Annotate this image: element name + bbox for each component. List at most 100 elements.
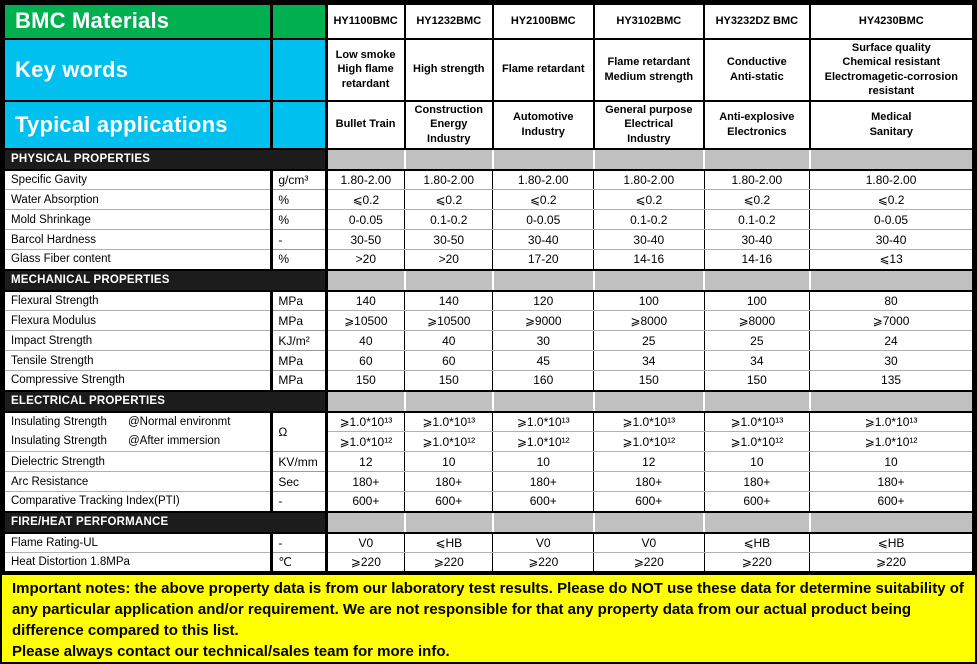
- section-header-fire-heat-performance: FIRE/HEAT PERFORMANCE: [2, 510, 328, 534]
- property-value: 180+: [703, 471, 810, 492]
- property-value: 1.80-2.00: [325, 169, 405, 190]
- property-value: V0: [593, 532, 705, 553]
- property-value: 0.1-0.2: [593, 209, 705, 230]
- property-value: 150: [404, 370, 493, 391]
- property-value: 100: [593, 290, 705, 311]
- section-band-fill: [403, 389, 493, 413]
- property-value: >20: [325, 249, 405, 270]
- material-column-header: HY4230BMC: [808, 2, 975, 40]
- property-value: 1.80-2.00: [809, 169, 975, 190]
- material-applications: Construction Energy Industry: [403, 100, 493, 150]
- property-value: ⩾220: [593, 552, 705, 573]
- section-header-mechanical-properties: MECHANICAL PROPERTIES: [2, 268, 328, 292]
- property-value: 1.80-2.00: [703, 169, 810, 190]
- section-band-fill: [325, 389, 405, 413]
- property-value: ⩽HB: [809, 532, 975, 553]
- property-value: ⩾1.0*10¹²: [325, 431, 405, 452]
- property-value: ⩽0.2: [492, 189, 594, 210]
- property-label: Glass Fiber content: [2, 249, 274, 270]
- property-value: 30-40: [492, 229, 594, 250]
- property-value: ⩾220: [492, 552, 594, 573]
- unit-cell: -: [271, 491, 328, 512]
- section-band-fill: [491, 510, 594, 534]
- material-keywords: High strength: [403, 38, 493, 102]
- property-value: ⩽0.2: [404, 189, 493, 210]
- property-value: 30: [809, 350, 975, 371]
- unit-cell: Ω: [271, 411, 328, 452]
- property-label-text: Dielectric Strength: [11, 455, 105, 468]
- property-value: 150: [703, 370, 810, 391]
- keywords-row-label: Key words: [2, 38, 272, 102]
- unit-cell: ℃: [271, 552, 328, 573]
- property-label: Specific Gavity: [2, 169, 274, 190]
- property-value: 180+: [325, 471, 405, 492]
- property-label-text: Heat Distortion 1.8MPa: [11, 555, 130, 568]
- property-value: 30-50: [325, 229, 405, 250]
- property-value: 160: [492, 370, 594, 391]
- unit-cell: %: [271, 189, 328, 210]
- property-value: ⩾1.0*10¹³: [325, 411, 405, 432]
- property-label-text: Flame Rating-UL: [11, 536, 98, 549]
- property-label-text: Glass Fiber content: [11, 253, 111, 266]
- property-value: 140: [325, 290, 405, 311]
- property-value: 0.1-0.2: [703, 209, 810, 230]
- section-header-electrical-properties: ELECTRICAL PROPERTIES: [2, 389, 328, 413]
- property-label-text: Barcol Hardness: [11, 233, 97, 246]
- property-value: 34: [703, 350, 810, 371]
- property-label-text: Water Absorption: [11, 193, 99, 206]
- material-column-header: HY3232DZ BMC: [703, 2, 810, 40]
- materials-property-table: BMC Materials HY1100BMC HY1232BMC HY2100BMC…: [0, 0, 977, 575]
- property-value: ⩾1.0*10¹³: [703, 411, 810, 432]
- property-value: ⩾10500: [325, 310, 405, 331]
- property-value: ⩾1.0*10¹³: [404, 411, 493, 432]
- property-value: 600+: [492, 491, 594, 512]
- property-value: 180+: [809, 471, 975, 492]
- property-value: 14-16: [703, 249, 810, 270]
- property-value: 180+: [492, 471, 594, 492]
- property-value: 10: [703, 451, 810, 472]
- property-label-text: Tensile Strength: [11, 354, 94, 367]
- section-band-fill: [491, 389, 594, 413]
- property-label-text: Insulating Strength: [11, 435, 107, 448]
- property-value: ⩾1.0*10¹³: [809, 411, 975, 432]
- property-value: ⩾220: [703, 552, 810, 573]
- applications-row-label: Typical applications: [2, 100, 272, 150]
- property-label: Tensile Strength: [2, 350, 274, 371]
- property-value: 12: [593, 451, 705, 472]
- material-applications: Anti-explosive Electronics: [703, 100, 810, 150]
- property-value: ⩾220: [325, 552, 405, 573]
- property-label: Impact Strength: [2, 330, 274, 351]
- property-label-text: Mold Shrinkage: [11, 213, 91, 226]
- section-band-fill: [703, 389, 810, 413]
- property-value: 30-50: [404, 229, 493, 250]
- property-value: 180+: [593, 471, 705, 492]
- property-label-text: Flexura Modulus: [11, 314, 97, 327]
- property-value: ⩾1.0*10¹²: [809, 431, 975, 452]
- property-value: 120: [492, 290, 594, 311]
- unit-cell: -: [271, 229, 328, 250]
- section-band-fill: [592, 389, 705, 413]
- property-value: ⩾10500: [404, 310, 493, 331]
- section-band-fill: [703, 147, 810, 171]
- table-title: BMC Materials: [2, 2, 272, 40]
- property-value: 1.80-2.00: [593, 169, 705, 190]
- property-label: Arc Resistance: [2, 471, 274, 492]
- material-column-header: HY1100BMC: [325, 2, 405, 40]
- property-label: Comparative Tracking Index(PTI): [2, 491, 274, 512]
- section-band-fill: [808, 510, 975, 534]
- property-value: ⩾1.0*10¹²: [404, 431, 493, 452]
- property-value: 150: [325, 370, 405, 391]
- property-label-text: Comparative Tracking Index(PTI): [11, 495, 180, 508]
- property-value: 600+: [404, 491, 493, 512]
- property-value: 0-0.05: [492, 209, 594, 230]
- unit-cell: -: [271, 532, 328, 553]
- property-value: 14-16: [593, 249, 705, 270]
- section-band-fill: [808, 147, 975, 171]
- property-value: ⩾8000: [593, 310, 705, 331]
- property-value: V0: [325, 532, 405, 553]
- section-band-fill: [403, 268, 493, 292]
- property-value: ⩽0.2: [593, 189, 705, 210]
- property-value: 40: [404, 330, 493, 351]
- property-value: ⩾1.0*10¹³: [593, 411, 705, 432]
- property-value: ⩾1.0*10¹²: [492, 431, 594, 452]
